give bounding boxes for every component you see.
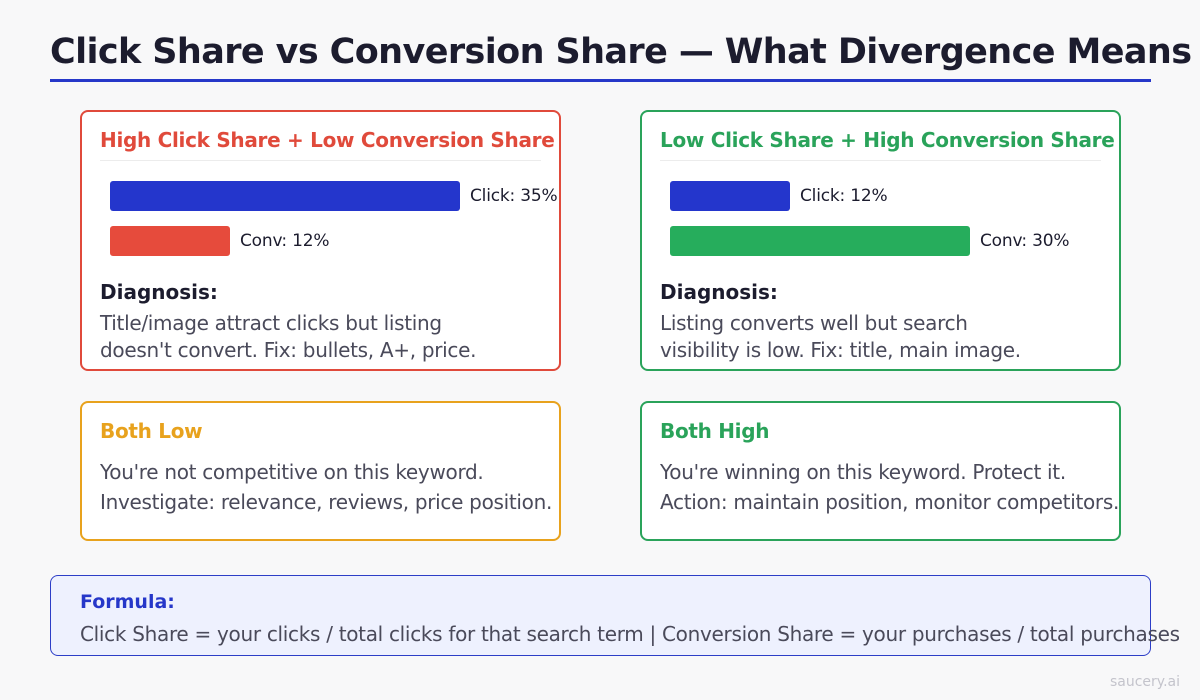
card-both-low: Both Low You're not competitive on this …: [80, 401, 561, 541]
card-heading: Both High: [660, 419, 770, 443]
card-text-line-1: You're winning on this keyword. Protect …: [660, 460, 1066, 484]
conversion-share-bar: [670, 226, 970, 256]
diagnosis-text-line-2: doesn't convert. Fix: bullets, A+, price…: [100, 338, 477, 362]
card-divider: [660, 160, 1101, 161]
formula-box: Formula: Click Share = your clicks / tot…: [50, 575, 1180, 656]
diagnosis-label: Diagnosis:: [660, 280, 778, 304]
watermark: saucery.ai: [1109, 674, 1180, 690]
conversion-share-label: Conv: 30%: [980, 231, 1070, 251]
card-heading: Low Click Share + High Conversion Share: [660, 128, 1115, 152]
click-share-label: Click: 12%: [800, 186, 888, 206]
card-text-line-1: You're not competitive on this keyword.: [100, 460, 484, 484]
card-low-click-high-conversion: Low Click Share + High Conversion Share …: [640, 110, 1121, 371]
card-text-line-2: Action: maintain position, monitor compe…: [660, 490, 1120, 514]
title-underline: [50, 79, 1151, 82]
diagnosis-text-line-2: visibility is low. Fix: title, main imag…: [660, 338, 1021, 362]
click-share-bar: [670, 181, 790, 211]
diagnosis-text-line-1: Title/image attract clicks but listing: [100, 311, 442, 335]
page-title: Click Share vs Conversion Share — What D…: [50, 32, 1192, 72]
conversion-share-bar: [110, 226, 230, 256]
formula-label: Formula:: [80, 591, 175, 613]
diagnosis-text-line-1: Listing converts well but search: [660, 311, 968, 335]
formula-text: Click Share = your clicks / total clicks…: [80, 622, 1180, 646]
conversion-share-label: Conv: 12%: [240, 231, 330, 251]
card-high-click-low-conversion: High Click Share + Low Conversion Share …: [80, 110, 561, 371]
click-share-bar: [110, 181, 460, 211]
card-heading: High Click Share + Low Conversion Share: [100, 128, 555, 152]
card-text-line-2: Investigate: relevance, reviews, price p…: [100, 490, 553, 514]
card-heading: Both Low: [100, 419, 203, 443]
card-divider: [100, 160, 541, 161]
click-share-label: Click: 35%: [470, 186, 558, 206]
diagnosis-label: Diagnosis:: [100, 280, 218, 304]
card-both-high: Both High You're winning on this keyword…: [640, 401, 1121, 541]
